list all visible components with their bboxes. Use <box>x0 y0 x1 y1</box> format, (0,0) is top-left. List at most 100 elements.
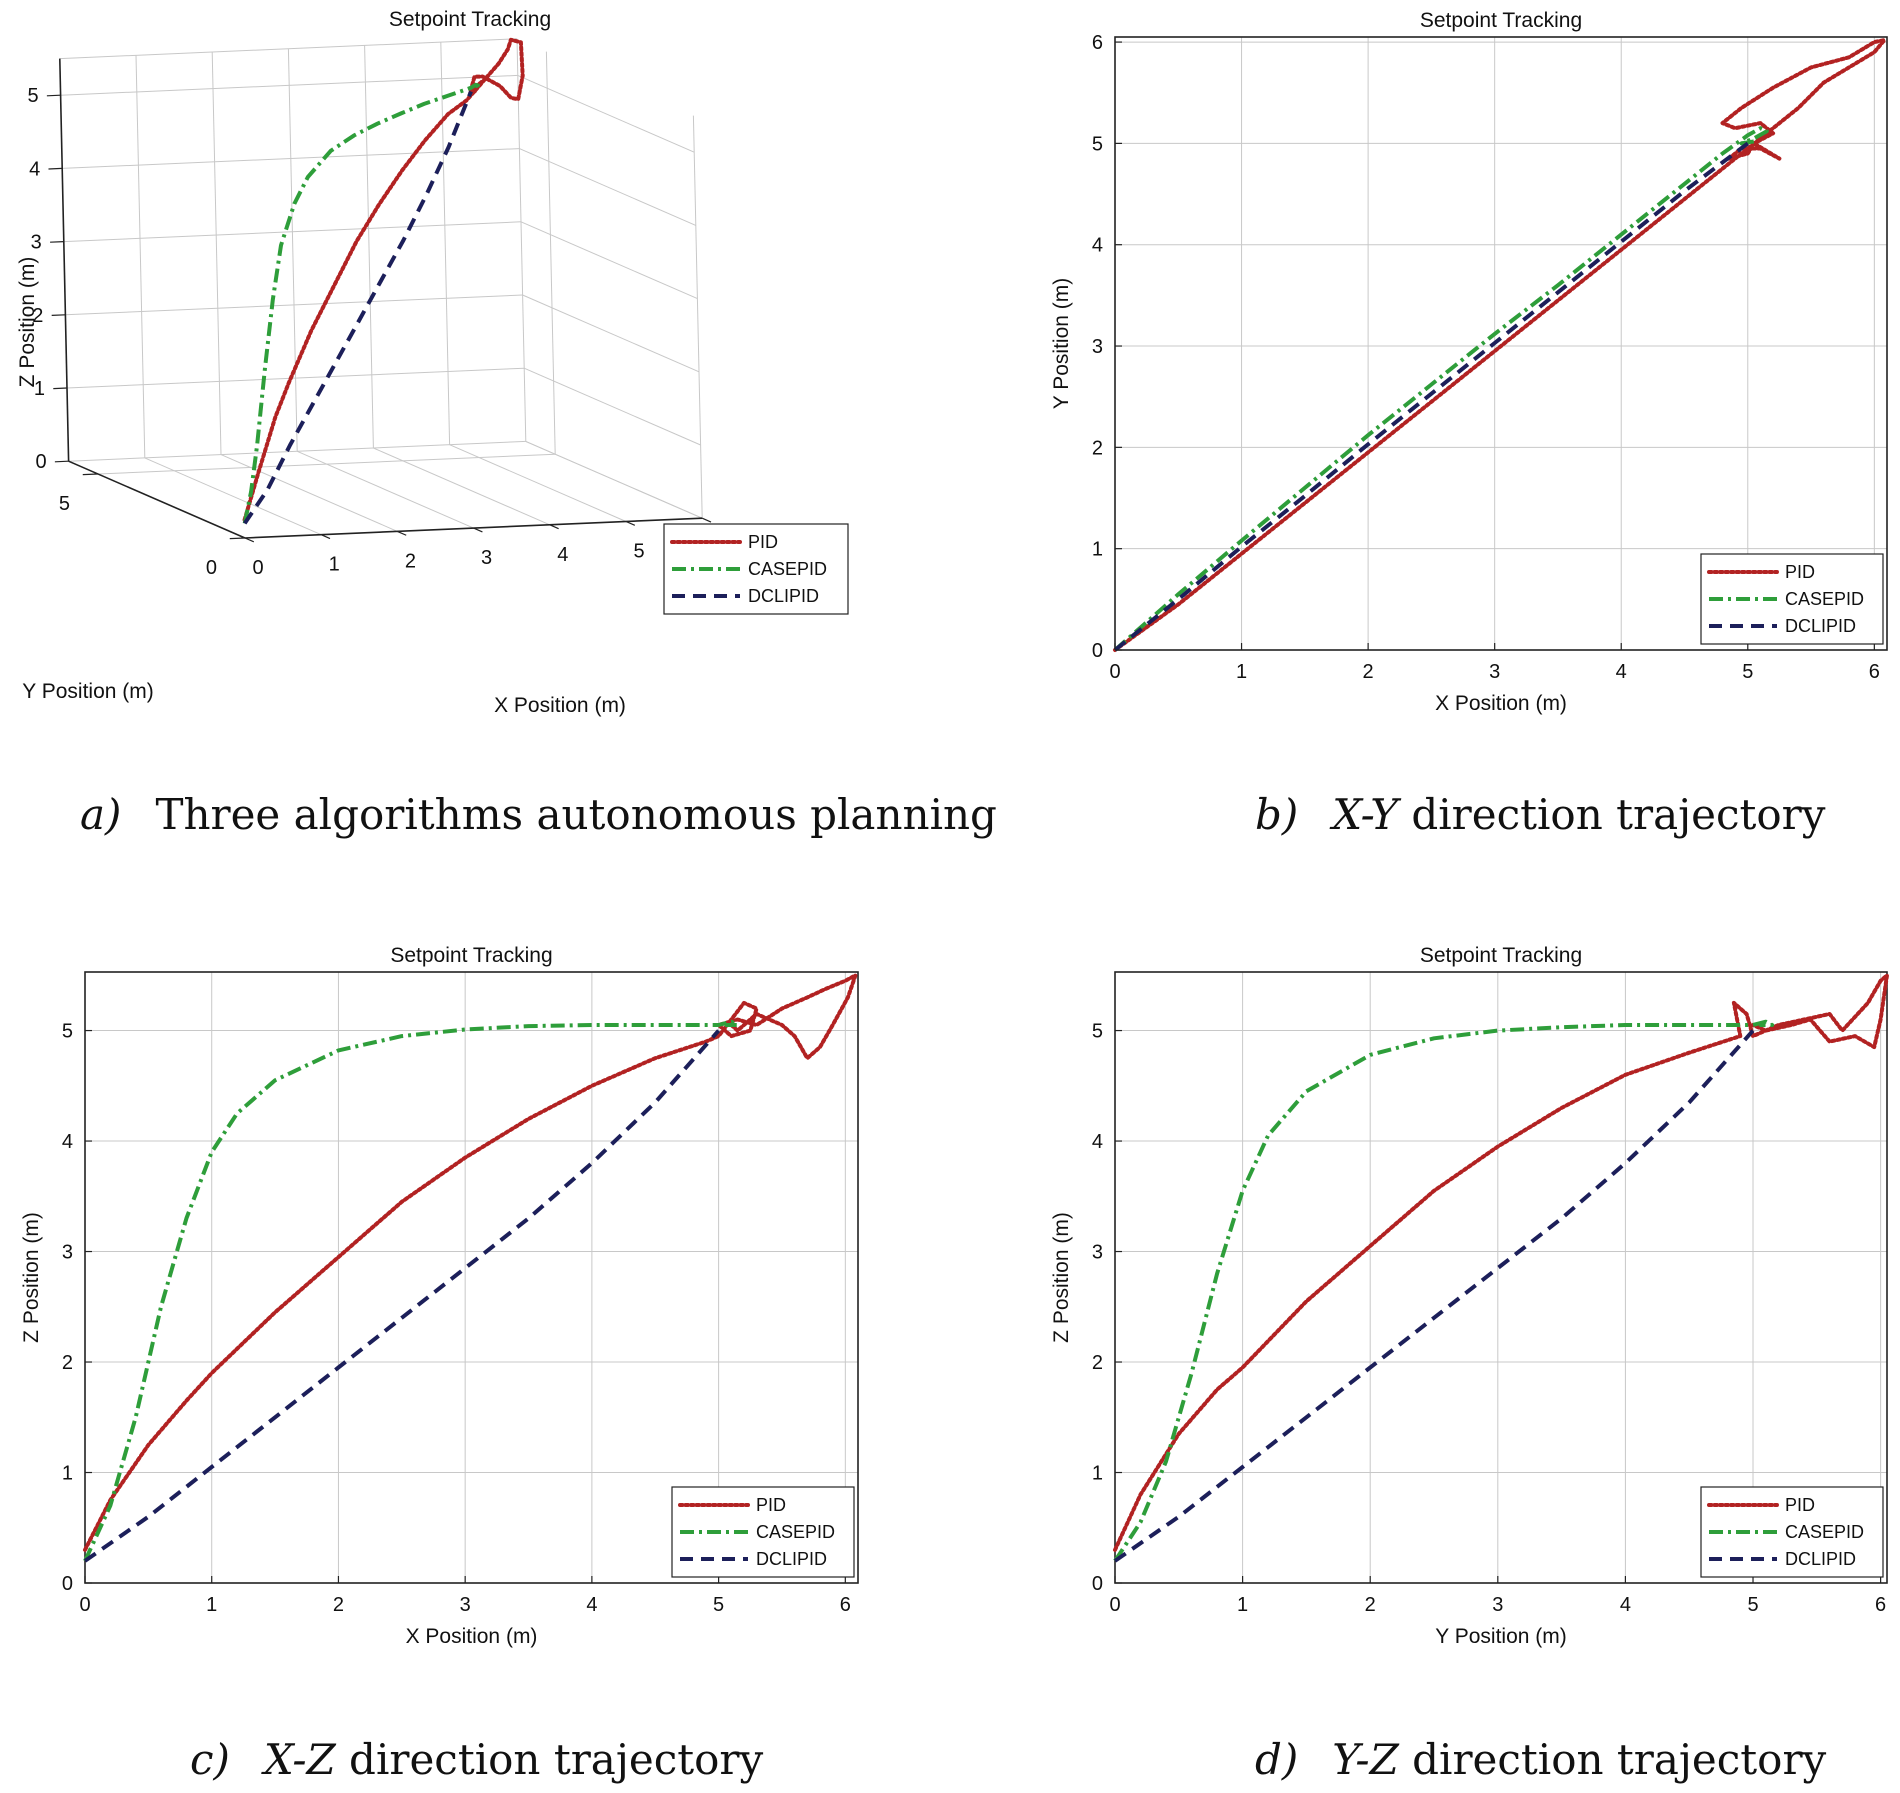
series-line-dclipid <box>1113 141 1750 652</box>
legend-label-dclipid: DCLIPID <box>1785 616 1856 636</box>
x-tick-label: 4 <box>1620 1594 1631 1616</box>
back-z-gridline <box>68 440 526 462</box>
back-x-gridline <box>516 38 527 442</box>
legend: PID CASEPID DCLIPID <box>1700 1486 1884 1578</box>
legend-box <box>663 523 849 615</box>
x-tick-label: 3 <box>1492 1594 1503 1616</box>
back-x-gridline <box>211 51 222 455</box>
back-x-gridline <box>364 45 374 449</box>
z-tick-mark <box>50 241 64 243</box>
side-z-gridline <box>517 74 695 153</box>
x-tick-label: 6 <box>1869 661 1880 683</box>
series-line-dclipid <box>243 90 473 525</box>
z-tick-label: 4 <box>29 158 40 180</box>
plot-frame <box>1114 36 1888 651</box>
back-z-gridline <box>63 221 522 243</box>
side-z-gridline <box>519 148 696 226</box>
side-z-gridline <box>520 221 698 300</box>
z-tick-label: 0 <box>35 451 46 473</box>
caption-letter: a) <box>80 790 122 839</box>
z-tick-mark <box>51 314 66 316</box>
floor-x-gridline <box>373 447 550 526</box>
y-tick-label: 5 <box>62 1021 73 1043</box>
y-axis-line <box>68 460 246 539</box>
legend-label-casepid: CASEPID <box>756 1522 835 1542</box>
chart-title: Setpoint Tracking <box>1420 9 1582 32</box>
y-tick-label: 3 <box>1092 1242 1103 1264</box>
caption-d: d) Y-Z direction trajectory <box>1255 1735 1826 1784</box>
y-tick-label: 1 <box>1092 1463 1103 1485</box>
x-tick-label: 2 <box>1365 1594 1376 1616</box>
legend-box <box>671 1486 855 1578</box>
series-line-dclipid <box>1113 1029 1755 1563</box>
series-line-pid <box>1113 38 1887 652</box>
y-tick-label: 4 <box>62 1131 73 1153</box>
y-tick-label: 4 <box>1092 1131 1103 1153</box>
side-z-gridline <box>524 367 701 446</box>
x-tick-label: 6 <box>1875 1594 1886 1616</box>
gridlines <box>1115 972 1887 1583</box>
x-tick-mark <box>625 520 636 526</box>
caption-text: direction trajectory <box>335 1735 764 1784</box>
x-tick-label: 2 <box>1363 661 1374 683</box>
gridlines <box>85 972 858 1583</box>
series-line-pid <box>242 37 525 522</box>
y-tick-label: 4 <box>1092 235 1103 257</box>
y-tick-label: 6 <box>1092 32 1103 54</box>
x-tick-label: 3 <box>1489 661 1500 683</box>
caption-text: Three algorithms autonomous planning <box>155 790 997 839</box>
legend-label-dclipid: DCLIPID <box>1785 1549 1856 1569</box>
caption-axes: Y-Z <box>1332 1735 1399 1784</box>
caption-axes: X-Z <box>263 1735 336 1784</box>
gridlines <box>59 38 703 539</box>
x-tick-label: 5 <box>713 1594 724 1616</box>
y-tick-label: 3 <box>1092 336 1103 358</box>
x-tick-label: 5 <box>1742 661 1753 683</box>
x-axis-label: X Position (m) <box>1435 692 1567 715</box>
x-tick-label: 4 <box>557 544 568 566</box>
panel-xz-trajectory: 0 1 2 3 4 5 6 0 1 2 3 4 5 Setpoint Tracking X Position… <box>20 944 859 1648</box>
z-axis-label: Z Position (m) <box>16 257 39 388</box>
x-tick-mark <box>701 517 712 523</box>
caption-text: direction trajectory <box>1398 1735 1827 1784</box>
y-tick-label: 5 <box>59 493 70 515</box>
x-tick-mark <box>473 527 483 533</box>
legend-label-casepid: CASEPID <box>748 559 827 579</box>
y-tick-label: 3 <box>62 1242 73 1264</box>
x-axis-label: Y Position (m) <box>1435 1625 1567 1648</box>
side-z-gridline <box>522 294 700 373</box>
x-tick-mark <box>549 524 559 530</box>
chart-title: Setpoint Tracking <box>1420 944 1582 967</box>
x-tick-label: 2 <box>333 1594 344 1616</box>
legend-box <box>1700 1486 1884 1578</box>
legend-label-dclipid: DCLIPID <box>748 586 819 606</box>
chart-title: Setpoint Tracking <box>389 8 551 31</box>
y-tick-label: 1 <box>62 1463 73 1485</box>
x-tick-label: 0 <box>252 557 263 579</box>
legend-label-casepid: CASEPID <box>1785 589 1864 609</box>
plot-frame <box>1114 971 1888 1584</box>
caption-axes: X-Y <box>1332 790 1398 839</box>
y-tick-label: 0 <box>1092 640 1103 662</box>
floor-x-gridline <box>144 457 322 536</box>
y-tick-label: 2 <box>1092 1352 1103 1374</box>
caption-b: b) X-Y direction trajectory <box>1255 790 1826 839</box>
y-tick-mark <box>229 537 246 540</box>
side-y-gridline <box>545 51 556 455</box>
legend: PID CASEPID DCLIPID <box>663 523 849 615</box>
z-tick-mark <box>53 387 68 390</box>
series-line-casepid <box>242 82 480 524</box>
y-tick-label: 2 <box>62 1352 73 1374</box>
floor-x-gridline <box>297 450 474 529</box>
x-tick-mark <box>320 534 331 540</box>
side-y-gridline <box>692 115 703 519</box>
legend-label-dclipid: DCLIPID <box>756 1549 827 1569</box>
legend-label-pid: PID <box>756 1495 786 1515</box>
z-tick-mark <box>46 94 61 97</box>
side-z-gridline <box>525 440 703 519</box>
back-x-gridline <box>287 48 298 452</box>
caption-letter: b) <box>1255 790 1299 839</box>
back-z-gridline <box>66 367 525 389</box>
x-tick-label: 3 <box>481 547 492 569</box>
chart-title: Setpoint Tracking <box>390 944 552 967</box>
